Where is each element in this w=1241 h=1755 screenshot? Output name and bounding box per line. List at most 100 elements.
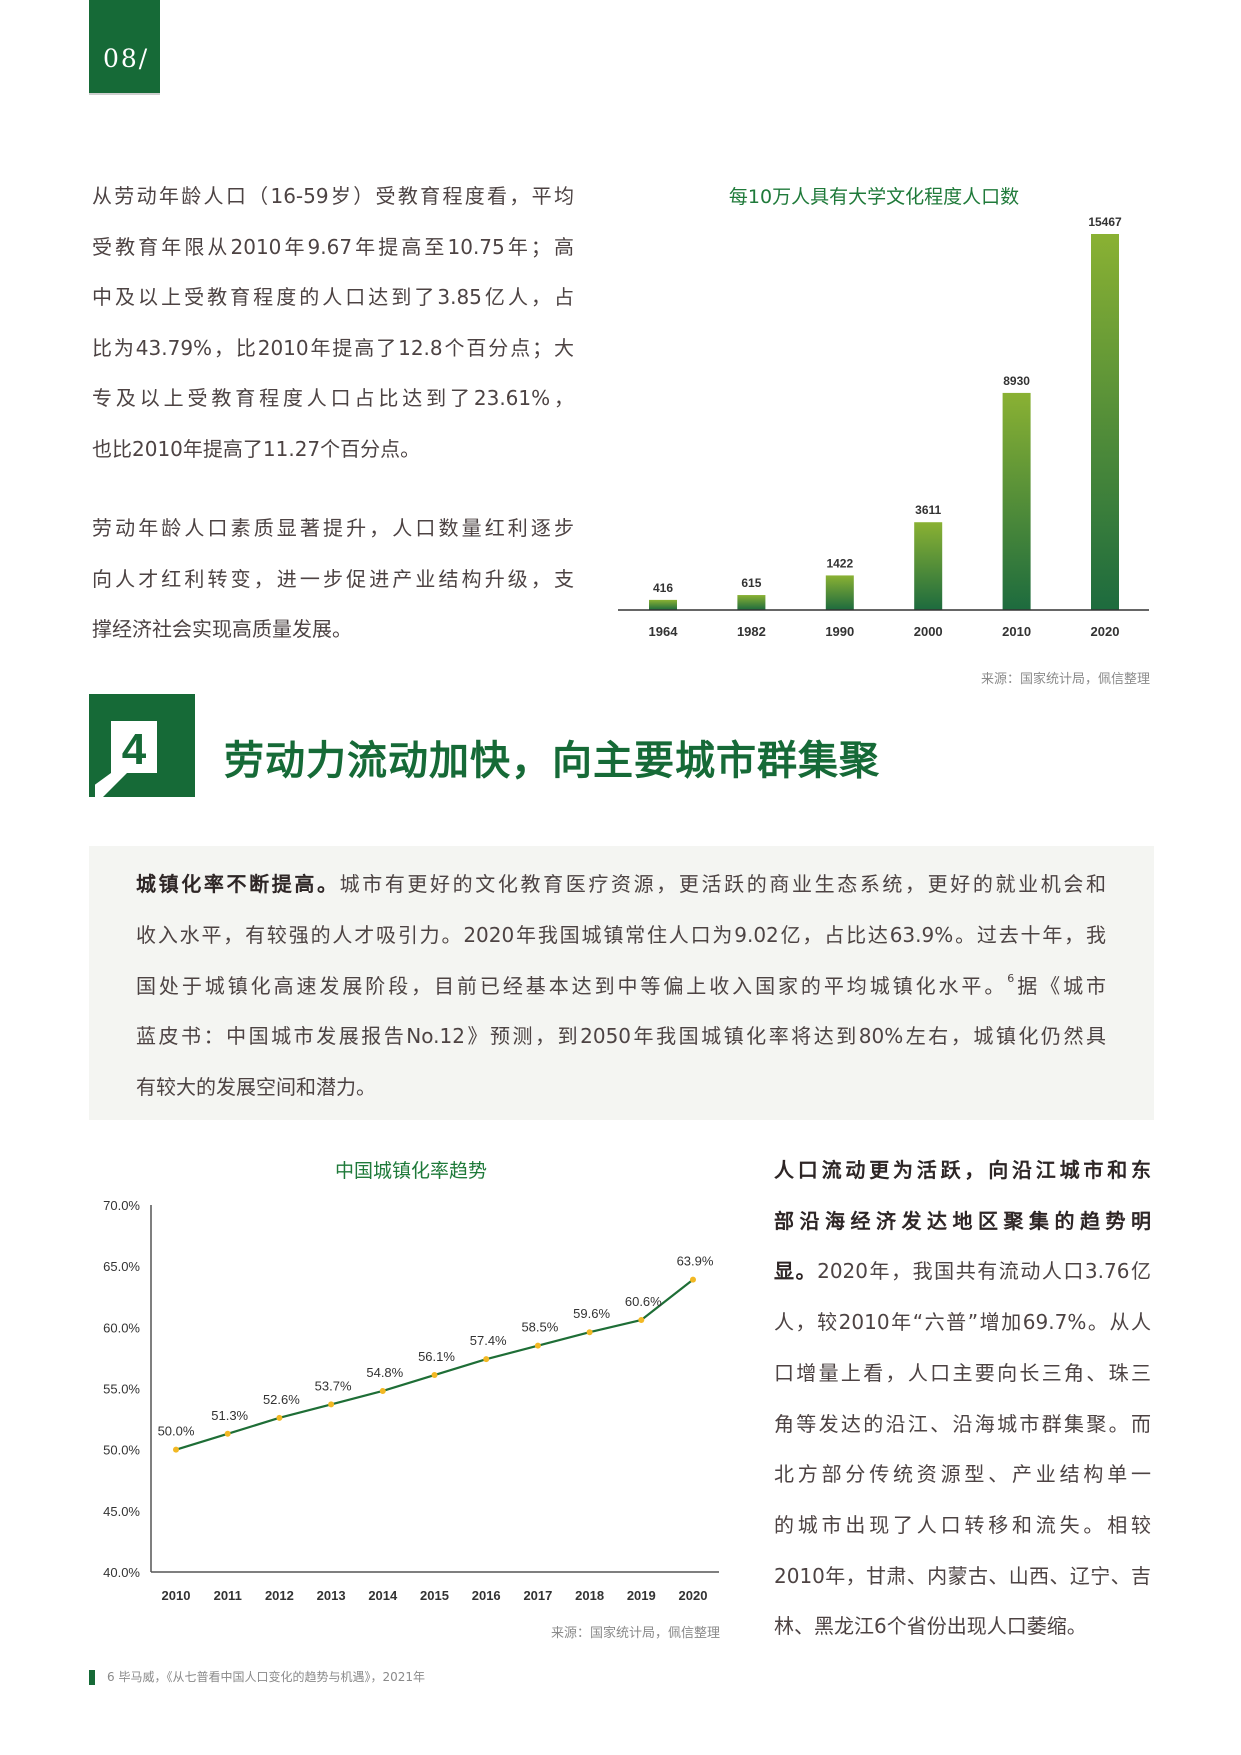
text-line: 2010年，甘肃、内蒙古、山西、辽宁、吉 [774,1563,1151,1588]
text-line: 向人才红利转变，进一步促进产业结构升级，支 [92,566,574,591]
bar-chart: 416 1964 615 1982 1422 1990 3611 2000 8930 2010 15… [618,215,1149,639]
page-number-block [89,0,160,93]
data-point-2015 [431,1372,438,1379]
text-line: 人，较2010年“六普”增加69.7%。从人 [774,1310,1151,1335]
box-line: 收入水平，有较强的人才吸引力。2020年我国城镇常住人口为9.02亿，占比达63… [136,923,1106,947]
box-lead: 城镇化率不断提高。 [136,872,340,896]
bar-2010 [1002,392,1031,610]
x-tick-label: 2019 [627,1588,656,1603]
text-line: 林、黑龙江6个省份出现人口萎缩。 [774,1614,1087,1639]
footnote-ref[interactable]: 6 [1007,972,1015,985]
bold-text: 显。 [774,1259,818,1284]
data-label: 57.4% [470,1333,507,1348]
x-tick-label: 1982 [737,624,766,639]
x-tick-label: 1964 [649,624,679,639]
x-tick-label: 2015 [420,1588,449,1603]
x-tick-label: 2013 [317,1588,346,1603]
bar-chart-source: 来源：国家统计局，佩信整理 [980,672,1150,687]
line-chart-title: 中国城镇化率趋势 [334,1160,487,1182]
data-point-2012 [276,1414,283,1421]
bar-1990 [825,575,854,610]
x-tick-label: 2020 [1091,624,1120,639]
y-tick-label: 45.0% [103,1504,140,1519]
text-line: 也比2010年提高了11.27个百分点。 [92,437,421,461]
text-line: 部沿海经济发达地区聚集的趋势明 [774,1208,1151,1233]
text-line: 从劳动年龄人口（16-59岁）受教育程度看，平均 [92,184,574,208]
text-line: 中及以上受教育程度的人口达到了3.85亿人，占 [92,285,574,310]
data-label: 52.6% [263,1392,300,1407]
data-label: 56.1% [418,1349,455,1364]
text-line: 显。2020年，我国共有流动人口3.76亿 [774,1257,1151,1285]
data-point-2011 [224,1430,231,1437]
x-tick-label: 2011 [214,1588,242,1603]
bar-value-label: 8930 [1003,374,1030,388]
data-label: 50.0% [158,1424,195,1439]
data-label: 54.8% [366,1365,403,1380]
text-line: 人口流动更为活跃，向沿江城市和东 [774,1158,1151,1182]
series-line [175,1278,694,1451]
highlight-box [89,846,1154,1120]
box-text: 据《城市 [1014,974,1107,998]
data-point-2013 [328,1401,335,1408]
y-tick-label: 50.0% [103,1443,140,1458]
x-tick-label: 2017 [523,1588,552,1603]
bar-1982 [737,595,766,610]
x-tick-label: 2012 [265,1588,294,1603]
box-line: 城镇化率不断提高。城市有更好的文化教育医疗资源，更活跃的商业生态系统，更好的就业… [136,870,1106,898]
x-tick-label: 2014 [368,1588,398,1603]
bar-chart-title: 每10万人具有大学文化程度人口数 [728,186,1020,208]
data-point-2014 [379,1387,386,1394]
text-line: 的城市出现了人口转移和流失。相较 [774,1512,1151,1537]
box-line: 蓝皮书：中国城市发展报告No.12》预测，到2050年我国城镇化率将达到80%左… [136,1024,1106,1048]
y-tick-label: 70.0% [103,1198,140,1213]
section-title: 劳动力流动加快，向主要城市群集聚 [224,738,880,784]
page-number: 08/ [103,44,150,73]
data-label: 59.6% [573,1306,610,1321]
line-chart-source: 来源：国家统计局，佩信整理 [550,1626,720,1641]
y-tick-label: 65.0% [103,1259,140,1274]
data-label: 60.6% [625,1294,662,1309]
bar-2020 [1091,234,1119,610]
text-line: 劳动年龄人口素质显著提升，人口数量红利逐步 [92,516,574,540]
data-point-2018 [586,1329,593,1336]
box-line: 国处于城镇化高速发展阶段，目前已经基本达到中等偏上收入国家的平均城镇化水平。6据… [136,972,1106,1000]
data-point-2020 [690,1276,696,1283]
box-text: 城市有更好的文化教育医疗资源，更活跃的商业生态系统，更好的就业机会和 [339,872,1107,896]
text-line: 比为43.79%，比2010年提高了12.8个百分点；大 [92,335,574,360]
box-line: 有较大的发展空间和潜力。 [136,1075,376,1099]
text-line: 角等发达的沿江、沿海城市群集聚。而 [774,1411,1151,1436]
footnote-text: 6 毕马威，《从七普看中国人口变化的趋势与机遇》，2021年 [107,1670,425,1684]
data-point-2017 [534,1342,541,1349]
x-tick-label: 2020 [679,1588,708,1603]
x-tick-label: 2010 [162,1588,191,1603]
footnote: 6 毕马威，《从七普看中国人口变化的趋势与机遇》，2021年 [89,1668,425,1685]
bar-value-label: 615 [741,576,761,590]
bar-2000 [914,522,943,610]
x-tick-label: 2016 [472,1588,501,1603]
x-tick-label: 2000 [914,624,943,639]
x-tick-label: 2010 [1002,624,1031,639]
data-point-2016 [483,1356,490,1363]
text: 2020年，我国共有流动人口3.76亿 [817,1259,1152,1284]
bar-value-label: 3611 [915,503,941,517]
text-line: 受教育年限从2010年9.67年提高至10.75年；高 [92,234,574,259]
data-point-2010 [173,1446,179,1453]
data-label: 63.9% [677,1254,714,1269]
bar-1964 [649,599,677,610]
section-number: 4 [122,725,147,774]
data-point-2019 [638,1316,645,1323]
box-text: 国处于城镇化高速发展阶段，目前已经基本达到中等偏上收入国家的平均城镇化水平。 [136,974,1008,998]
section-number-icon: 4 [89,694,195,797]
text-line: 北方部分传统资源型、产业结构单一 [774,1462,1151,1487]
text-line: 撑经济社会实现高质量发展。 [92,617,352,642]
text-line: 专及以上受教育程度人口占比达到了23.61%， [92,386,574,411]
data-label: 53.7% [315,1378,352,1393]
data-label: 58.5% [521,1320,558,1335]
bar-value-label: 416 [653,581,673,595]
y-tick-label: 60.0% [103,1320,140,1335]
y-tick-label: 55.0% [103,1382,140,1397]
data-label: 51.3% [211,1408,248,1423]
bar-value-label: 15467 [1088,215,1122,229]
bar-value-label: 1422 [826,556,853,570]
x-tick-label: 1990 [825,624,854,639]
